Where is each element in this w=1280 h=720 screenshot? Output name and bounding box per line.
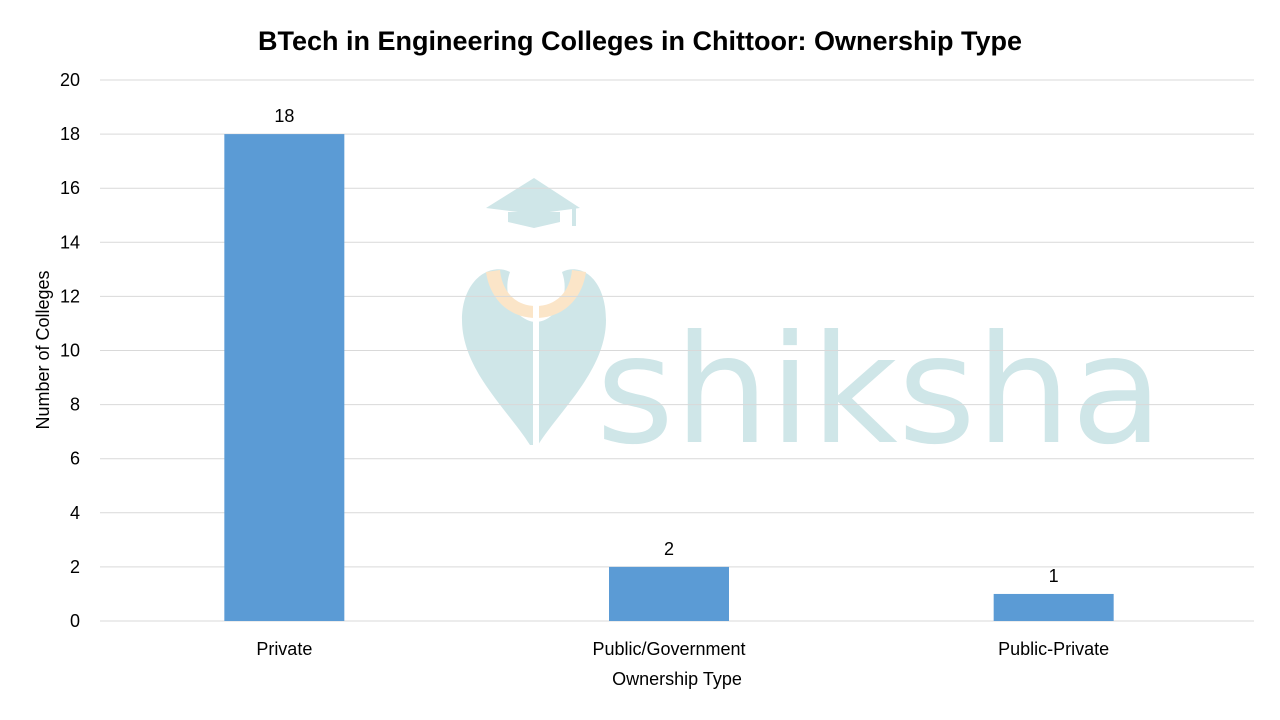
bar bbox=[993, 593, 1114, 621]
x-tick-label: Public/Government bbox=[592, 639, 745, 659]
y-tick-label: 0 bbox=[70, 611, 80, 631]
chart-title: BTech in Engineering Colleges in Chittoo… bbox=[258, 26, 1022, 56]
graduation-cap-icon bbox=[486, 178, 580, 228]
y-tick-label: 2 bbox=[70, 557, 80, 577]
y-tick-label: 20 bbox=[60, 70, 80, 90]
y-tick-label: 4 bbox=[70, 503, 80, 523]
bars bbox=[224, 134, 1114, 621]
x-tick-label: Private bbox=[256, 639, 312, 659]
data-label: 2 bbox=[664, 539, 674, 559]
x-axis-label: Ownership Type bbox=[612, 669, 742, 689]
y-axis-label: Number of Colleges bbox=[33, 270, 53, 429]
data-label: 18 bbox=[274, 106, 294, 126]
y-axis-ticks: 0 2 4 6 8 10 12 14 16 18 20 bbox=[60, 70, 80, 631]
y-tick-label: 6 bbox=[70, 449, 80, 469]
bar bbox=[609, 566, 729, 621]
y-tick-label: 14 bbox=[60, 232, 80, 252]
x-axis-ticks: Private Public/Government Public-Private bbox=[256, 639, 1109, 659]
watermark: shiksha bbox=[462, 178, 1163, 478]
data-label: 1 bbox=[1049, 566, 1059, 586]
watermark-text: shiksha bbox=[596, 304, 1163, 478]
x-tick-label: Public-Private bbox=[998, 639, 1109, 659]
y-tick-label: 10 bbox=[60, 341, 80, 361]
y-tick-label: 12 bbox=[60, 286, 80, 306]
bar bbox=[224, 134, 345, 621]
torch-logo-icon bbox=[462, 269, 606, 446]
y-tick-label: 8 bbox=[70, 395, 80, 415]
y-tick-label: 18 bbox=[60, 124, 80, 144]
y-tick-label: 16 bbox=[60, 178, 80, 198]
